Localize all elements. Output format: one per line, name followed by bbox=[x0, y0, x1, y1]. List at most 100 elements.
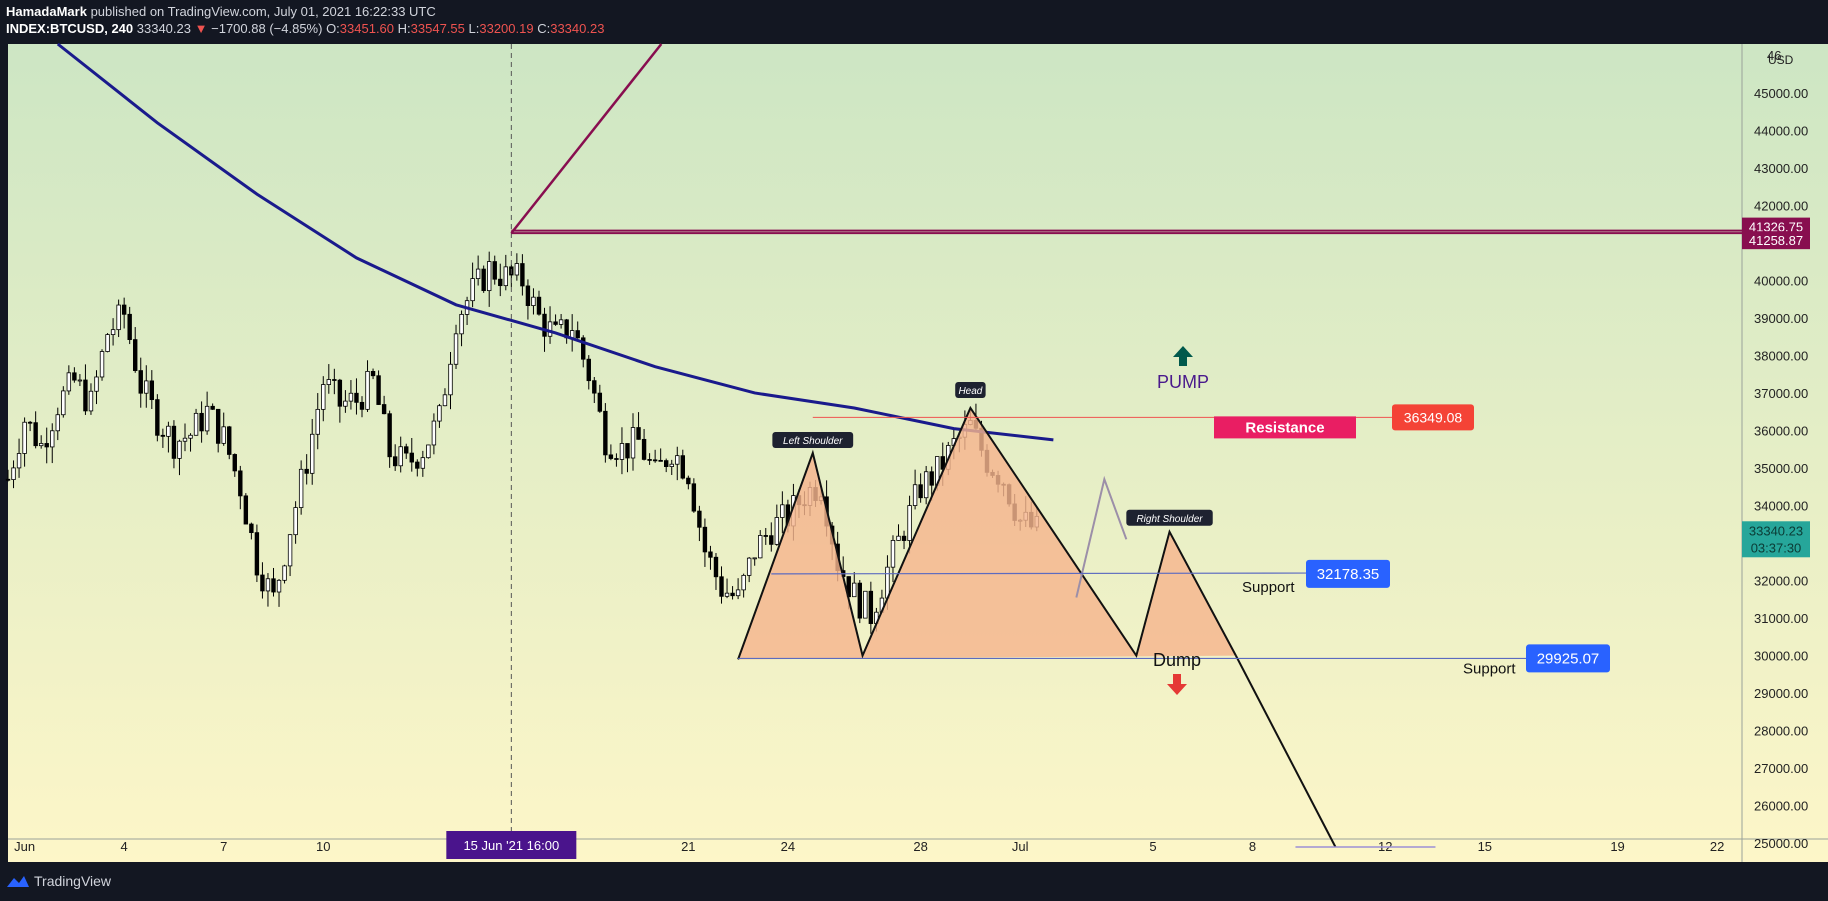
time-tick-label: 22 bbox=[1710, 839, 1724, 854]
author-name[interactable]: HamadaMark bbox=[6, 4, 87, 19]
candle bbox=[575, 321, 580, 339]
candle-body bbox=[730, 592, 735, 597]
resistance-price-box bbox=[1392, 404, 1474, 431]
price-tick-label: 43000.00 bbox=[1754, 161, 1808, 176]
price-change: −1700.88 (−4.85%) bbox=[211, 21, 323, 36]
candle-body bbox=[868, 590, 874, 624]
candle-body bbox=[348, 392, 354, 402]
candle-body bbox=[199, 412, 204, 432]
candle-body bbox=[404, 446, 409, 454]
low-label: L: bbox=[468, 21, 480, 36]
candle bbox=[586, 355, 591, 390]
candle bbox=[453, 324, 459, 369]
candle-body bbox=[121, 304, 127, 315]
candle bbox=[492, 255, 497, 285]
candle-body bbox=[38, 443, 44, 447]
candle bbox=[437, 403, 442, 428]
candle bbox=[177, 439, 182, 476]
candle-body bbox=[105, 334, 110, 352]
candle bbox=[94, 370, 99, 405]
candle-body bbox=[232, 454, 237, 472]
candle-body bbox=[11, 467, 16, 480]
candle-body bbox=[675, 455, 680, 465]
support-price-label: 32178.35 bbox=[1317, 566, 1380, 583]
candle-body bbox=[448, 363, 453, 396]
candle bbox=[647, 453, 652, 465]
support-price-box bbox=[1526, 644, 1610, 673]
candle-body bbox=[177, 440, 182, 459]
candle-body bbox=[652, 459, 658, 462]
candle bbox=[11, 460, 16, 489]
candle-body bbox=[276, 579, 282, 593]
price-tick-label: 37000.00 bbox=[1754, 386, 1808, 401]
candle-body bbox=[155, 399, 160, 436]
candle bbox=[348, 380, 354, 410]
support-label: Support bbox=[1463, 660, 1516, 677]
price-tag-box bbox=[1742, 217, 1810, 236]
candle bbox=[149, 370, 155, 409]
candle-body bbox=[33, 422, 38, 447]
candle bbox=[243, 493, 249, 525]
tradingview-brand[interactable]: TradingView bbox=[34, 873, 112, 889]
price-tick-label: 28000.00 bbox=[1754, 724, 1808, 739]
candle-body bbox=[149, 380, 155, 401]
publish-date: published on TradingView.com, July 01, 2… bbox=[90, 4, 436, 19]
candle-body bbox=[243, 495, 249, 525]
candle bbox=[691, 478, 697, 513]
candle bbox=[415, 459, 420, 477]
candle-body bbox=[5, 478, 11, 481]
candle-body bbox=[780, 504, 785, 518]
candle-body bbox=[481, 268, 486, 292]
candle-body bbox=[160, 434, 166, 437]
publish-info: HamadaMark published on TradingView.com,… bbox=[6, 4, 436, 19]
candle bbox=[359, 396, 365, 418]
price-tick-label: 38000.00 bbox=[1754, 348, 1808, 363]
candle bbox=[520, 254, 525, 296]
price-tick-label: 30000.00 bbox=[1754, 649, 1808, 664]
candle-body bbox=[614, 458, 619, 460]
candle-body bbox=[592, 380, 597, 394]
head-label-bg bbox=[955, 381, 986, 398]
candle-body bbox=[359, 401, 365, 410]
symbol-label[interactable]: INDEX:BTCUSD, 240 bbox=[6, 21, 134, 36]
candle bbox=[199, 401, 204, 443]
candle-body bbox=[166, 425, 171, 437]
price-tick-label: 46 bbox=[1767, 48, 1781, 63]
price-tick-label: 27000.00 bbox=[1754, 761, 1808, 776]
currency-label: USD bbox=[1768, 53, 1794, 67]
tradingview-logo-icon[interactable] bbox=[6, 874, 30, 888]
candle-body bbox=[337, 379, 343, 407]
candle-body bbox=[719, 576, 724, 597]
price-tag-label: 41258.87 bbox=[1749, 233, 1803, 248]
candle bbox=[298, 460, 304, 515]
price-tick-label: 32000.00 bbox=[1754, 574, 1808, 589]
candle bbox=[116, 299, 121, 338]
candle-body bbox=[55, 414, 60, 432]
projection-wedge bbox=[1075, 475, 1128, 598]
candle-body bbox=[603, 410, 608, 456]
candle bbox=[420, 450, 426, 477]
candle-body bbox=[365, 370, 370, 410]
candle-body bbox=[66, 372, 72, 392]
candle-body bbox=[625, 443, 630, 459]
candle bbox=[669, 459, 674, 475]
candle bbox=[680, 449, 685, 480]
candle bbox=[558, 313, 564, 329]
candle bbox=[144, 365, 149, 408]
candle-body bbox=[282, 565, 287, 581]
candle-body bbox=[437, 405, 442, 422]
resistance-box bbox=[1214, 416, 1356, 439]
candle bbox=[204, 391, 210, 435]
candle bbox=[901, 530, 907, 550]
candle bbox=[72, 367, 77, 383]
candle-body bbox=[713, 556, 719, 578]
candle bbox=[713, 553, 719, 590]
candle bbox=[50, 423, 55, 464]
head-shoulders-pattern bbox=[738, 407, 1236, 660]
pattern-outline bbox=[737, 405, 1237, 660]
candle bbox=[498, 263, 503, 297]
candle bbox=[310, 418, 315, 485]
time-tick-label: 7 bbox=[220, 839, 227, 854]
candle bbox=[581, 335, 586, 368]
